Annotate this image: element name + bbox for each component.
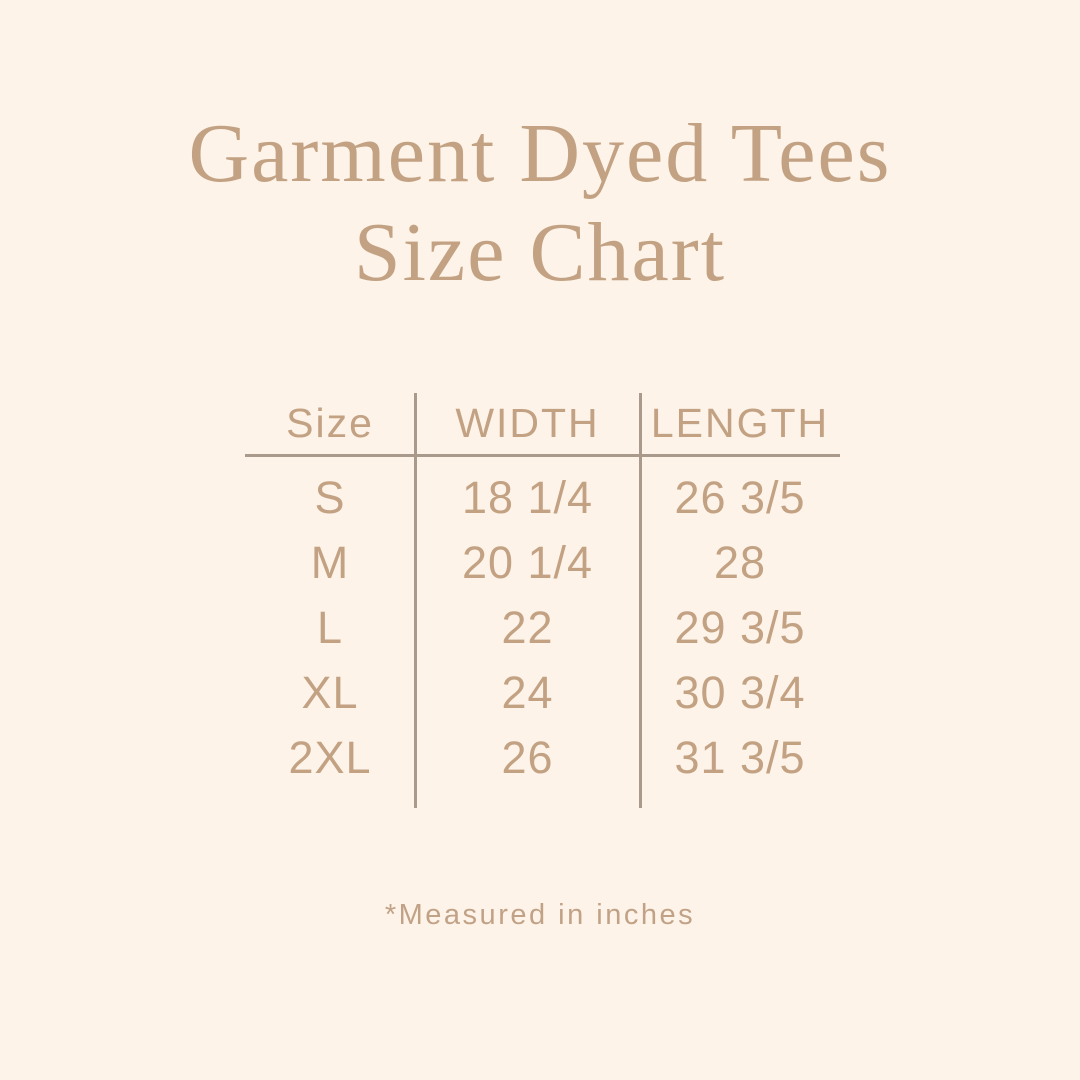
column-divider-width-length: [639, 393, 642, 808]
column-header-size: Size: [286, 400, 374, 446]
title-line-1: Garment Dyed Tees: [188, 107, 892, 200]
table-row-s: S 18 1/4 26 3/5: [245, 465, 840, 530]
page-title: Garment Dyed Tees Size Chart: [0, 104, 1080, 302]
size-value: 2XL: [288, 731, 372, 783]
column-header-length: LENGTH: [650, 400, 830, 446]
size-value: S: [314, 471, 346, 523]
length-value: 26 3/5: [674, 471, 806, 523]
header-divider-line: [245, 454, 840, 457]
length-value: 31 3/5: [674, 731, 806, 783]
length-value: 29 3/5: [674, 601, 806, 653]
table-row-xl: XL 24 30 3/4: [245, 660, 840, 725]
table-row-l: L 22 29 3/5: [245, 595, 840, 660]
measurement-units-footnote: *Measured in inches: [384, 899, 696, 931]
width-value: 24: [501, 666, 554, 718]
table-header-row: Size WIDTH LENGTH: [245, 393, 840, 454]
length-value: 30 3/4: [674, 666, 806, 718]
table-row-m: M 20 1/4 28: [245, 530, 840, 595]
size-value: L: [316, 601, 344, 653]
title-line-2: Size Chart: [353, 206, 727, 299]
size-value: M: [310, 536, 350, 588]
size-value: XL: [301, 666, 359, 718]
size-chart-table: Size WIDTH LENGTH S 18 1/4 26 3/5 M 20 1…: [245, 393, 840, 808]
width-value: 22: [501, 601, 554, 653]
table-row-2xl: 2XL 26 31 3/5: [245, 725, 840, 790]
length-value: 28: [713, 536, 767, 588]
column-header-width: WIDTH: [455, 400, 600, 446]
table-body: S 18 1/4 26 3/5 M 20 1/4 28 L 22 29 3/5 …: [245, 457, 840, 790]
width-value: 18 1/4: [461, 471, 594, 523]
width-value: 26: [501, 731, 554, 783]
width-value: 20 1/4: [461, 536, 594, 588]
column-divider-size-width: [414, 393, 417, 808]
